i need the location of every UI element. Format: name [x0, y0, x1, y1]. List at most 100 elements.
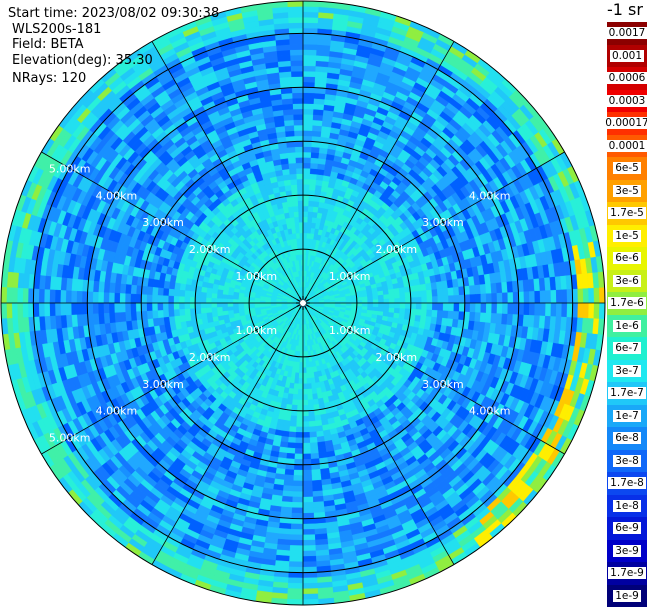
- range-bin: [157, 295, 164, 304]
- range-bin: [309, 426, 317, 433]
- range-bin: [292, 502, 304, 509]
- range-bin: [302, 146, 312, 153]
- range-bin: [312, 490, 324, 498]
- range-bin: [458, 294, 465, 304]
- range-bin: [399, 307, 406, 314]
- range-bin: [501, 281, 508, 293]
- range-bin: [309, 436, 318, 444]
- range-bin: [288, 431, 297, 438]
- range-bin: [448, 302, 455, 312]
- range-bin: [70, 290, 78, 304]
- range-bin: [313, 506, 326, 514]
- range-bin: [283, 479, 294, 487]
- range-bin: [286, 398, 294, 406]
- range-bin: [157, 302, 164, 311]
- range-bin: [302, 189, 310, 196]
- range-bin: [167, 295, 174, 304]
- range-bin: [294, 448, 304, 455]
- range-bin: [431, 309, 438, 318]
- range-bin: [108, 282, 116, 294]
- range-bin: [288, 168, 297, 175]
- range-bin: [184, 308, 191, 316]
- range-bin: [302, 184, 310, 191]
- range-bin: [302, 464, 312, 471]
- range-bin: [184, 284, 192, 292]
- range-bin: [310, 222, 316, 229]
- range-bin: [70, 302, 78, 316]
- range-bin: [114, 283, 121, 294]
- range-bin: [315, 419, 323, 427]
- range-bin: [221, 302, 228, 308]
- range-bin: [302, 130, 313, 137]
- range-bin: [299, 367, 304, 374]
- range-bin: [287, 442, 296, 449]
- range-bin: [307, 383, 313, 390]
- range-bin: [114, 292, 121, 304]
- range-bin: [302, 81, 315, 88]
- range-bin: [114, 302, 121, 314]
- range-bin: [307, 200, 314, 207]
- range-bin: [97, 292, 104, 304]
- range-bin: [307, 393, 314, 401]
- range-bin: [146, 286, 154, 296]
- range-bin: [243, 299, 250, 304]
- range-bin: [302, 394, 309, 401]
- range-bin: [296, 189, 304, 196]
- range-bin: [302, 421, 310, 428]
- range-bin: [124, 302, 131, 313]
- range-bin: [281, 98, 293, 105]
- range-bin: [502, 302, 509, 314]
- range-bin: [289, 178, 298, 186]
- range-bin: [398, 312, 406, 320]
- range-bin: [302, 502, 314, 509]
- range-bin: [302, 372, 308, 379]
- range-bin: [81, 302, 88, 315]
- range-bin: [296, 178, 304, 185]
- range-bin: [97, 302, 104, 314]
- range-bin: [302, 485, 314, 492]
- range-bin: [282, 108, 294, 116]
- range-bin: [436, 288, 444, 297]
- range-bin: [405, 302, 412, 309]
- range-bin: [302, 173, 310, 180]
- range-bin: [184, 290, 191, 298]
- range-bin: [302, 135, 312, 142]
- range-bin: [146, 294, 153, 304]
- range-bin: [518, 302, 525, 315]
- range-bin: [442, 302, 449, 311]
- range-bin: [388, 307, 395, 313]
- range-bin: [356, 305, 363, 310]
- range-bin: [286, 151, 296, 159]
- range-bin: [312, 114, 323, 121]
- range-bin: [206, 287, 213, 294]
- range-bin: [211, 297, 218, 304]
- range-bin: [442, 310, 449, 319]
- range-bin: [302, 507, 315, 514]
- range-bin: [179, 315, 187, 323]
- range-bin: [200, 292, 207, 299]
- range-bin: [485, 283, 492, 294]
- range-bin: [382, 311, 390, 317]
- range-bin: [302, 114, 314, 121]
- range-bin: [283, 114, 294, 121]
- range-bin: [431, 288, 438, 297]
- range-bin: [157, 310, 164, 319]
- range-bin: [293, 119, 304, 126]
- range-bin: [307, 211, 313, 218]
- range-bin: [178, 296, 185, 304]
- range-bin: [200, 297, 207, 304]
- range-bin: [296, 421, 304, 428]
- range-bin: [299, 362, 304, 368]
- range-bin: [410, 302, 417, 310]
- range-bin: [490, 282, 498, 294]
- range-bin: [312, 485, 323, 492]
- range-bin: [378, 302, 385, 308]
- range-bin: [315, 179, 323, 187]
- range-bin: [290, 70, 304, 78]
- range-bin: [291, 195, 298, 202]
- range-bin: [308, 420, 317, 428]
- range-bin: [296, 184, 304, 191]
- range-bin: [311, 211, 318, 219]
- range-bin: [469, 284, 476, 295]
- range-bin: [312, 495, 325, 503]
